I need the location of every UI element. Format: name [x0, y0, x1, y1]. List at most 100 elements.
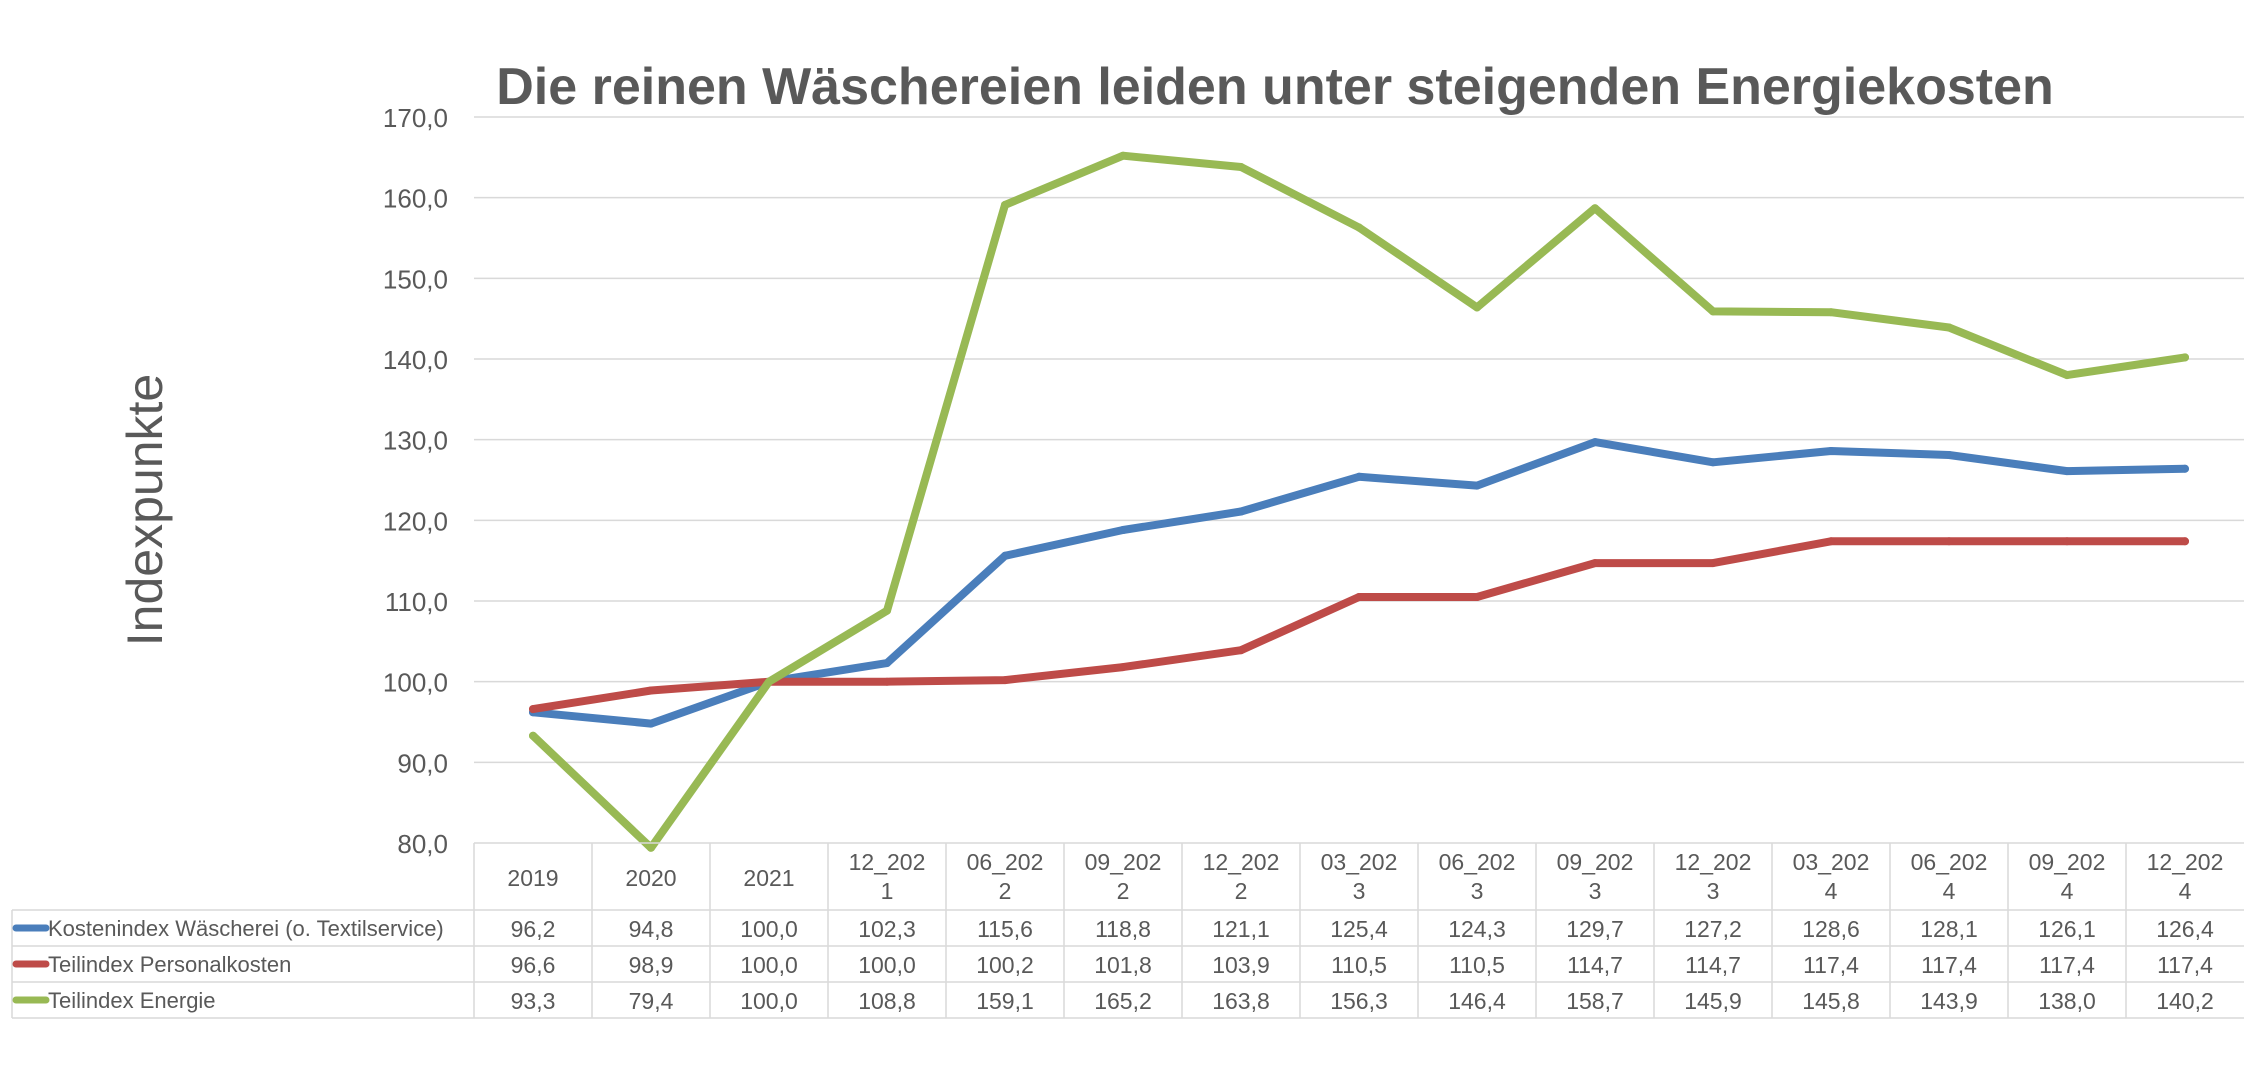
y-axis-label: Indexpunkte [117, 374, 173, 646]
data-point [529, 705, 537, 714]
data-point [2181, 353, 2189, 362]
x-category-label: 03_202 [1793, 849, 1870, 875]
data-label: 96,6 [511, 952, 556, 978]
data-point [1473, 481, 1481, 490]
series-line [529, 151, 2189, 852]
data-label: 100,0 [740, 952, 798, 978]
x-category-label: 4 [1825, 878, 1838, 904]
y-tick-label: 80,0 [397, 829, 448, 859]
x-category-label: 2 [1235, 878, 1248, 904]
data-point [1237, 163, 1245, 171]
data-label: 129,7 [1566, 916, 1624, 942]
x-category-label: 2019 [507, 865, 558, 891]
data-point [1473, 303, 1481, 312]
data-label: 126,4 [2156, 916, 2214, 942]
data-point [2181, 537, 2189, 546]
x-category-label: 09_202 [1557, 849, 1634, 875]
data-point [1827, 537, 1835, 546]
x-category-label: 12_202 [2147, 849, 2224, 875]
data-label: 110,5 [1331, 952, 1387, 978]
data-label: 118,8 [1095, 916, 1151, 942]
data-label: 124,3 [1448, 916, 1506, 942]
data-point [1945, 323, 1953, 332]
x-category-label: 3 [1589, 878, 1602, 904]
x-category-label: 12_202 [1203, 849, 1280, 875]
y-tick-label: 90,0 [397, 748, 448, 778]
x-category-label: 2021 [743, 865, 794, 891]
data-label: 128,6 [1802, 916, 1860, 942]
data-label: 146,4 [1448, 988, 1506, 1014]
data-label: 127,2 [1684, 916, 1742, 942]
data-point [1945, 537, 1953, 546]
data-label: 165,2 [1094, 988, 1152, 1014]
x-category-label: 06_202 [1911, 849, 1988, 875]
data-point [1945, 451, 1953, 459]
x-category-label: 4 [2061, 878, 2074, 904]
x-category-label: 12_202 [849, 849, 926, 875]
data-point [1237, 507, 1245, 516]
data-label: 100,0 [858, 952, 916, 978]
data-label: 158,7 [1566, 988, 1624, 1014]
data-point [1473, 593, 1481, 601]
x-category-label: 09_202 [1085, 849, 1162, 875]
data-point [1119, 526, 1127, 534]
data-point [1001, 551, 1009, 560]
data-point [1001, 676, 1009, 685]
chart-title: Die reinen Wäschereien leiden unter stei… [496, 58, 2054, 116]
data-point [1001, 200, 1009, 209]
x-category-label: 3 [1353, 878, 1366, 904]
x-category-label: 3 [1707, 878, 1720, 904]
data-label: 100,0 [740, 988, 798, 1014]
data-point [1591, 438, 1599, 447]
data-label: 145,8 [1802, 988, 1860, 1014]
data-label: 117,4 [1803, 952, 1859, 978]
x-category-label: 06_202 [967, 849, 1044, 875]
data-label: 96,2 [511, 916, 556, 942]
data-label: 143,9 [1920, 988, 1978, 1014]
data-label: 126,1 [2038, 916, 2096, 942]
data-label: 115,6 [977, 916, 1033, 942]
data-label: 125,4 [1330, 916, 1388, 942]
y-tick-label: 160,0 [383, 184, 448, 214]
data-table: 2019 2020 2021 12_202 1 06_202 2 09_202 2 12_202 2… [11, 842, 2244, 1019]
x-category-label: 1 [881, 878, 894, 904]
data-point [647, 843, 655, 852]
data-point [647, 719, 655, 728]
data-point [1591, 204, 1599, 213]
data-label: 140,2 [2156, 988, 2214, 1014]
data-label: 117,4 [2039, 952, 2095, 978]
data-point [1591, 559, 1599, 568]
data-point [1119, 663, 1127, 672]
y-tick-label: 150,0 [383, 264, 448, 294]
legend-series-name: Teilindex Energie [48, 988, 216, 1013]
x-category-label: 2020 [625, 865, 676, 891]
data-label: 117,4 [2157, 952, 2213, 978]
data-label: 94,8 [629, 916, 674, 942]
data-point [765, 677, 773, 686]
y-axis-ticks: 80,0 90,0 100,0 110,0 120,0 130,0 140,0 150,0 16… [383, 103, 448, 859]
y-tick-label: 100,0 [383, 668, 448, 698]
x-category-label: 09_202 [2029, 849, 2106, 875]
legend-series-name: Teilindex Personalkosten [48, 952, 291, 977]
legend-series-name: Kostenindex Wäscherei (o. Textilservice) [48, 916, 444, 941]
y-tick-label: 170,0 [383, 103, 448, 133]
data-point [529, 731, 537, 740]
data-label: 98,9 [629, 952, 674, 978]
y-tick-label: 140,0 [383, 345, 448, 375]
data-point [1237, 646, 1245, 655]
y-tick-label: 110,0 [385, 587, 448, 617]
data-label: 156,3 [1330, 988, 1388, 1014]
y-tick-label: 120,0 [383, 506, 448, 536]
data-label: 138,0 [2038, 988, 2096, 1014]
data-label: 100,2 [976, 952, 1034, 978]
data-label: 100,0 [740, 916, 798, 942]
series-lines [529, 151, 2189, 852]
data-point [1355, 593, 1363, 601]
data-point [2063, 537, 2071, 546]
data-label: 114,7 [1567, 952, 1623, 978]
data-label: 108,8 [858, 988, 916, 1014]
x-category-label: 03_202 [1321, 849, 1398, 875]
x-category-label: 4 [2179, 878, 2192, 904]
